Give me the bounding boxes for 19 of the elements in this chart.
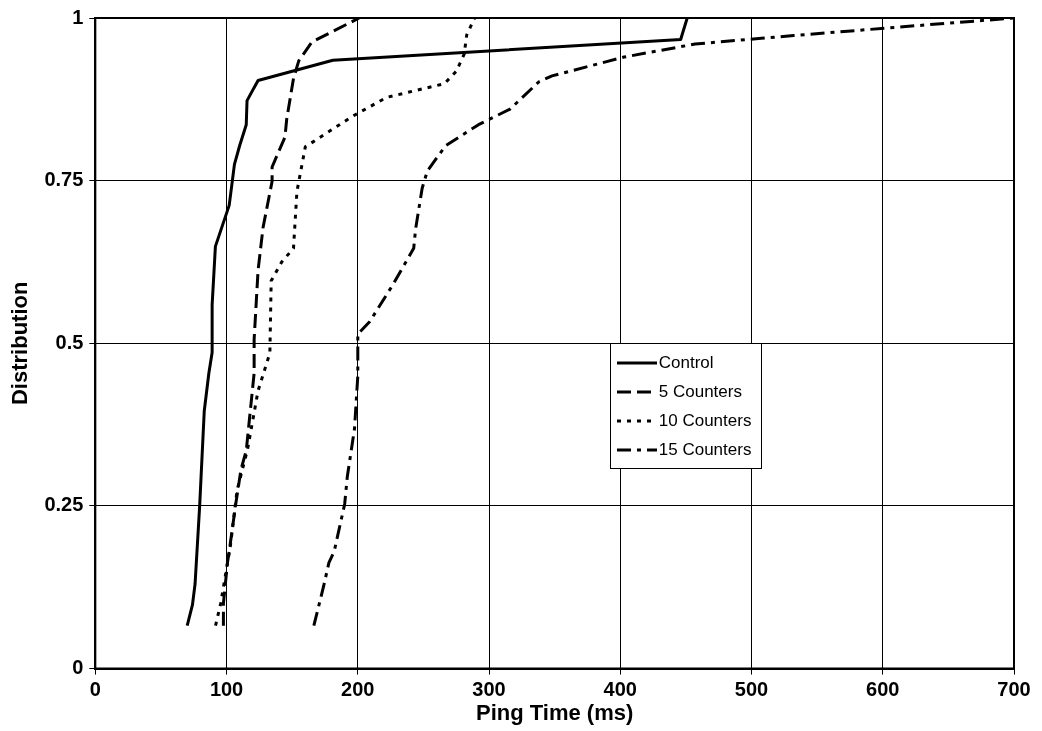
x-tick-label: 600 (866, 678, 900, 701)
y-axis-title: Distribution (7, 281, 33, 406)
y-tick-label: 0.25 (44, 493, 84, 516)
x-tick-label: 100 (209, 678, 244, 701)
x-tick-label: 300 (472, 678, 506, 701)
legend-label: 10 Counters (658, 410, 752, 431)
y-tick-label: 1 (72, 5, 84, 28)
x-tick-label: 400 (603, 678, 637, 701)
x-tick-label: 200 (341, 678, 375, 701)
y-tick-label: 0.5 (55, 330, 84, 353)
x-tick-label: 0 (89, 678, 101, 701)
legend-label: 5 Counters (658, 381, 742, 402)
y-tick-label: 0 (72, 656, 84, 679)
y-tick-label: 0.75 (44, 168, 84, 191)
x-tick-label: 700 (997, 678, 1031, 701)
x-tick-label: 500 (734, 678, 769, 701)
legend-label: 15 Counters (658, 439, 752, 460)
x-axis-title: Ping Time (ms) (476, 699, 634, 725)
legend-label: Control (658, 352, 714, 373)
